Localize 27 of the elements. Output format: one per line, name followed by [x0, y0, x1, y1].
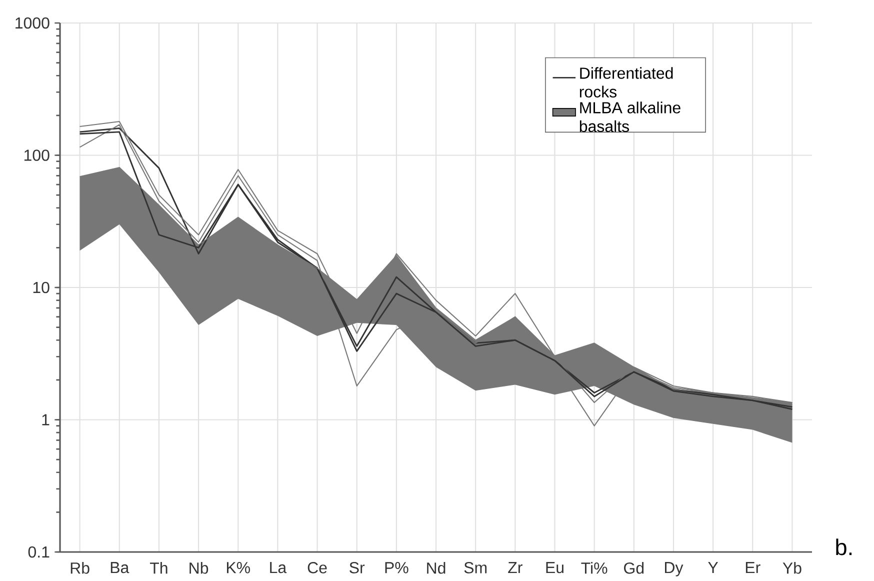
text: b. — [836, 538, 852, 556]
x-tick-label: Sm — [464, 562, 487, 574]
x-tick-label: Ba — [110, 562, 130, 574]
y-tick-label: 100 — [24, 150, 50, 161]
x-tick-label: P% — [385, 562, 408, 574]
x-tick-label: Y — [708, 562, 718, 574]
x-tick-label: Nb — [190, 562, 208, 574]
x-tick-label: Th — [150, 562, 168, 574]
y-tick-label: 0.1 — [28, 546, 50, 558]
x-tick-label: Nd — [427, 562, 446, 574]
x-tick-label: K% — [226, 562, 250, 574]
x-tick-label: Rb — [70, 562, 90, 574]
legend-label: MLBA alkaline basalts — [580, 102, 680, 132]
y-tick-label: 1 — [42, 414, 50, 426]
y-tick-label: 10 — [33, 282, 50, 294]
legend-label: Differentiated rocks — [580, 67, 673, 98]
x-tick-label: Sr — [350, 562, 365, 574]
x-tick-label: Er — [746, 562, 760, 574]
y-tick-label: 1000 — [16, 17, 50, 29]
x-tick-label: Yb — [782, 562, 802, 574]
x-tick-label: Gd — [624, 562, 644, 574]
x-tick-label: Zr — [508, 562, 522, 574]
x-tick-label: Dy — [665, 562, 684, 576]
x-tick-label: La — [270, 562, 287, 574]
x-tick-label: Eu — [546, 562, 564, 574]
x-tick-label: Ce — [308, 562, 327, 574]
x-tick-label: Ti% — [581, 562, 608, 574]
